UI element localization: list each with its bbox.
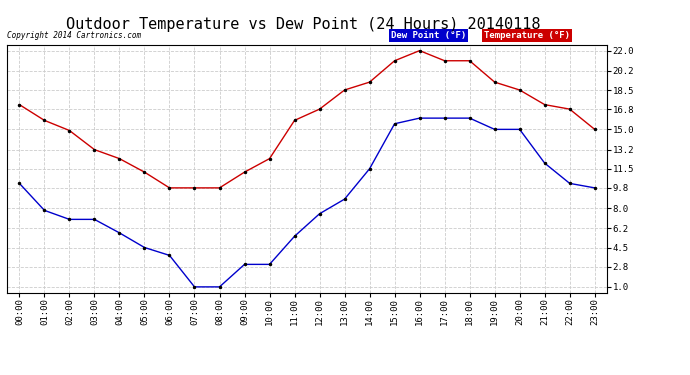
Text: Copyright 2014 Cartronics.com: Copyright 2014 Cartronics.com (7, 31, 141, 40)
Text: Temperature (°F): Temperature (°F) (484, 31, 570, 40)
Text: Dew Point (°F): Dew Point (°F) (391, 31, 466, 40)
Text: Outdoor Temperature vs Dew Point (24 Hours) 20140118: Outdoor Temperature vs Dew Point (24 Hou… (66, 17, 541, 32)
